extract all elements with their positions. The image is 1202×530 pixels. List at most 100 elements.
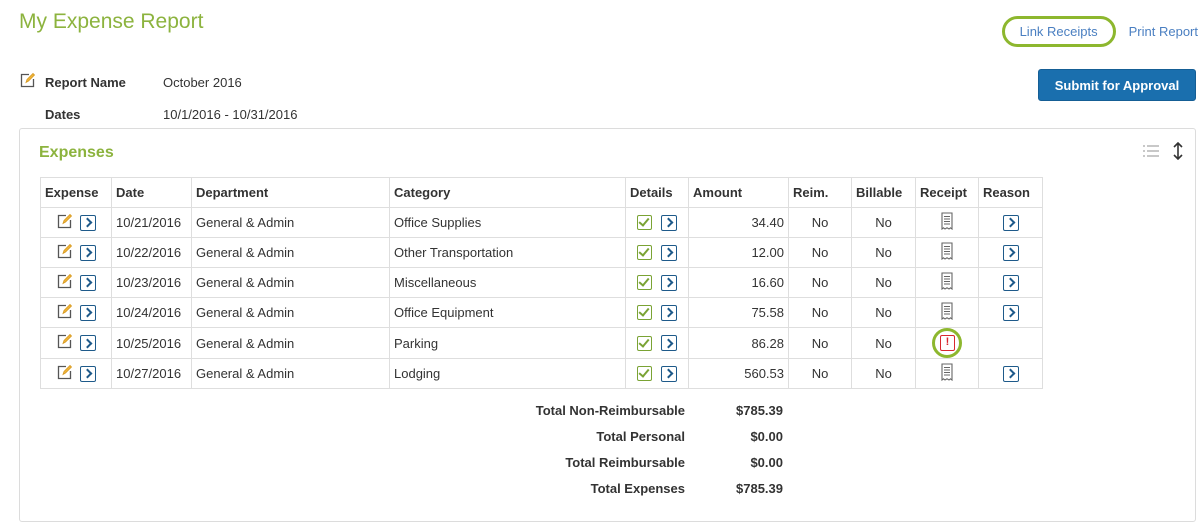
edit-icon[interactable]: [19, 72, 36, 92]
department-cell: General & Admin: [191, 358, 390, 389]
col-reason[interactable]: Reason: [978, 177, 1043, 208]
receipt-icon[interactable]: [941, 302, 953, 323]
expense-open-button[interactable]: [80, 365, 97, 382]
billable-cell: No: [851, 327, 916, 359]
missing-receipt-alert-icon[interactable]: !: [932, 328, 962, 358]
details-check-icon[interactable]: [636, 335, 652, 351]
date-cell: 10/23/2016: [111, 267, 192, 298]
col-expense[interactable]: Expense: [40, 177, 112, 208]
reim-cell: No: [788, 297, 852, 328]
list-view-icon[interactable]: [1143, 144, 1159, 161]
billable-cell: No: [851, 237, 916, 268]
col-date[interactable]: Date: [111, 177, 192, 208]
table-row: 10/24/2016 General & Admin Office Equipm…: [40, 297, 1043, 328]
reim-cell: No: [788, 207, 852, 238]
col-category[interactable]: Category: [389, 177, 626, 208]
receipt-cell: [915, 297, 979, 328]
details-check-icon[interactable]: [636, 305, 652, 321]
edit-icon[interactable]: [56, 303, 73, 323]
expense-rows: 10/21/2016 General & Admin Office Suppli…: [40, 207, 1043, 389]
total-row: Total Reimbursable $0.00: [40, 449, 783, 475]
expense-cell: [40, 327, 112, 359]
amount-cell: 86.28: [688, 327, 789, 359]
amount-cell: 34.40: [688, 207, 789, 238]
date-cell: 10/22/2016: [111, 237, 192, 268]
expense-open-button[interactable]: [80, 335, 97, 351]
billable-cell: No: [851, 267, 916, 298]
receipt-icon[interactable]: [941, 212, 953, 233]
dates-value: 10/1/2016 - 10/31/2016: [163, 106, 298, 122]
col-department[interactable]: Department: [191, 177, 390, 208]
details-open-button[interactable]: [661, 244, 678, 261]
details-check-icon[interactable]: [636, 215, 652, 231]
reason-open-button[interactable]: [1002, 244, 1019, 261]
edit-icon[interactable]: [56, 243, 73, 263]
sort-arrows-icon[interactable]: [1173, 141, 1183, 163]
link-receipts-link[interactable]: Link Receipts: [1001, 16, 1116, 47]
receipt-icon[interactable]: [941, 363, 953, 384]
reason-cell: [978, 358, 1043, 389]
receipt-cell: !: [915, 327, 979, 359]
details-check-icon[interactable]: [636, 275, 652, 291]
edit-icon[interactable]: [56, 273, 73, 293]
reason-open-button[interactable]: [1002, 304, 1019, 321]
reason-cell: [978, 267, 1043, 298]
dates-row: Dates 10/1/2016 - 10/31/2016: [19, 98, 297, 130]
category-cell: Miscellaneous: [389, 267, 626, 298]
receipt-icon[interactable]: [941, 272, 953, 293]
category-cell: Office Supplies: [389, 207, 626, 238]
total-label: Total Reimbursable: [565, 454, 685, 470]
col-receipt[interactable]: Receipt: [915, 177, 979, 208]
details-check-icon[interactable]: [636, 366, 652, 382]
edit-icon[interactable]: [56, 333, 73, 353]
department-cell: General & Admin: [191, 237, 390, 268]
reason-open-button[interactable]: [1002, 274, 1019, 291]
department-cell: General & Admin: [191, 297, 390, 328]
print-report-link[interactable]: Print Report: [1128, 24, 1198, 39]
reason-open-button[interactable]: [1002, 365, 1019, 382]
report-name-row: Report Name October 2016: [19, 66, 297, 98]
col-details[interactable]: Details: [625, 177, 689, 208]
col-billable[interactable]: Billable: [851, 177, 916, 208]
expense-open-button[interactable]: [80, 244, 97, 261]
expense-cell: [40, 297, 112, 328]
amount-cell: 560.53: [688, 358, 789, 389]
details-open-button[interactable]: [661, 214, 678, 231]
details-open-button[interactable]: [661, 335, 678, 352]
table-row: 10/23/2016 General & Admin Miscellaneous…: [40, 267, 1043, 298]
details-cell: [625, 237, 689, 268]
edit-icon[interactable]: [56, 213, 73, 233]
category-cell: Lodging: [389, 358, 626, 389]
top-links: Link Receipts Print Report: [1001, 16, 1198, 47]
reason-cell: [978, 207, 1043, 238]
expense-open-button[interactable]: [80, 274, 97, 291]
submit-for-approval-button[interactable]: Submit for Approval: [1038, 69, 1196, 101]
expense-cell: [40, 237, 112, 268]
billable-cell: No: [851, 358, 916, 389]
expense-open-button[interactable]: [80, 304, 97, 321]
reim-cell: No: [788, 358, 852, 389]
details-open-button[interactable]: [661, 274, 678, 291]
total-value: $785.39: [736, 480, 783, 496]
details-cell: [625, 267, 689, 298]
details-open-button[interactable]: [661, 365, 678, 382]
total-value: $785.39: [736, 402, 783, 418]
reason-open-button[interactable]: [1002, 214, 1019, 231]
reason-cell: [978, 327, 1043, 359]
dates-label: Dates: [45, 106, 81, 122]
details-check-icon[interactable]: [636, 245, 652, 261]
panel-tools: [1143, 141, 1183, 163]
totals: Total Non-Reimbursable $785.39 Total Pers…: [40, 397, 783, 501]
total-value: $0.00: [750, 454, 783, 470]
details-open-button[interactable]: [661, 304, 678, 321]
edit-icon[interactable]: [56, 364, 73, 384]
report-name-label-wrap: Report Name: [19, 72, 163, 92]
receipt-icon[interactable]: [941, 242, 953, 263]
table-header-row: Expense Date Department Category Details…: [40, 177, 1043, 208]
reim-cell: No: [788, 267, 852, 298]
expense-open-button[interactable]: [80, 214, 97, 231]
table-row: 10/22/2016 General & Admin Other Transpo…: [40, 237, 1043, 268]
col-amount[interactable]: Amount: [688, 177, 789, 208]
details-cell: [625, 327, 689, 359]
col-reim[interactable]: Reim.: [788, 177, 852, 208]
